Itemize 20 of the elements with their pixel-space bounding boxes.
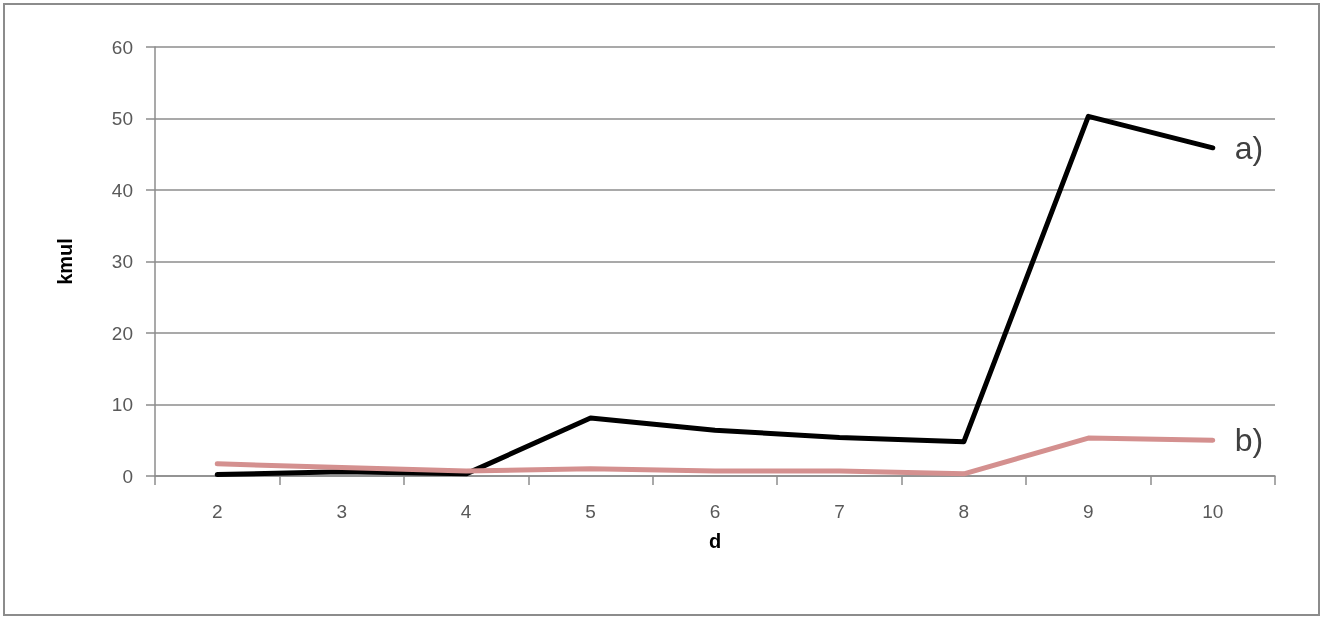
y-tick-label: 60	[111, 36, 133, 58]
y-tick-label: 50	[111, 108, 133, 129]
series-label: a)	[1234, 129, 1264, 166]
x-tick-label: 6	[709, 501, 721, 522]
y-tick-label: 30	[111, 251, 133, 272]
x-axis-title: d	[708, 530, 722, 552]
x-tick-label: 10	[1202, 501, 1224, 522]
y-tick-label: 40	[111, 179, 133, 201]
x-tick-label: 5	[585, 501, 596, 522]
x-tick-label: 9	[1083, 501, 1094, 522]
x-tick-label: 8	[958, 501, 970, 522]
x-tick-label: 7	[834, 501, 845, 522]
x-tick-label: 2	[211, 501, 223, 522]
y-tick-label: 10	[111, 394, 133, 415]
series-label: b)	[1234, 422, 1264, 459]
y-tick-label: 20	[111, 322, 133, 344]
x-tick-label: 3	[336, 501, 347, 522]
y-axis-title: kmul	[54, 238, 76, 285]
x-tick-label: 4	[460, 501, 472, 522]
y-tick-label: 0	[122, 465, 133, 487]
